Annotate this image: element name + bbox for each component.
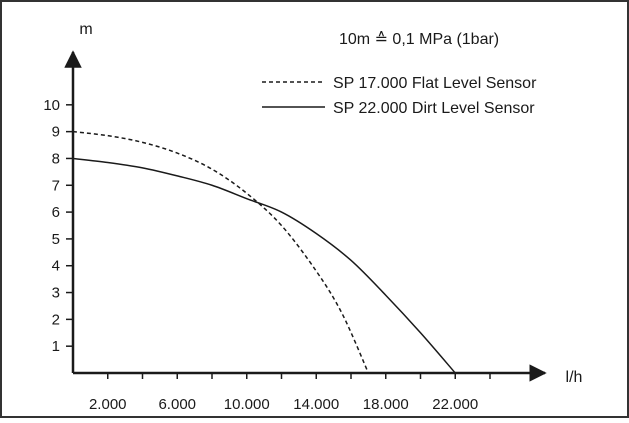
y-tick-label: 5	[52, 231, 60, 248]
series-line-2	[72, 157, 456, 374]
y-tick-label: 3	[52, 285, 60, 302]
y-axis-unit: m	[79, 21, 92, 38]
y-tick-label: 2	[52, 311, 60, 328]
x-tick-label: 2.000	[89, 396, 127, 413]
pressure-note: 10m ≙ 0,1 MPa (1bar)	[339, 31, 499, 48]
y-tick-label: 1	[52, 338, 60, 355]
legend-label-sp17000: SP 17.000 Flat Level Sensor	[333, 75, 537, 92]
x-tick-label: 18.000	[363, 396, 409, 413]
x-tick-label: 10.000	[224, 396, 270, 413]
y-tick-label: 7	[52, 177, 60, 194]
x-tick-label: 14.000	[293, 396, 339, 413]
y-tick-label: 10	[43, 97, 60, 114]
x-tick-label: 6.000	[158, 396, 196, 413]
x-axis-unit: l/h	[566, 369, 583, 386]
legend: SP 17.000 Flat Level Sensor SP 22.000 Di…	[262, 75, 537, 117]
y-tick-label: 4	[52, 258, 60, 275]
x-tick-label: 22.000	[432, 396, 478, 413]
y-tick-label: 8	[52, 150, 60, 167]
legend-label-sp22000: SP 22.000 Dirt Level Sensor	[333, 100, 535, 117]
series-layer	[72, 130, 456, 374]
y-tick-label: 6	[52, 204, 60, 221]
series-line-1	[72, 130, 370, 374]
axes: 1 2 3 4 5 6 7 8 9 10 2.000 6.000 10.000 14.000 18.000 2…	[43, 50, 547, 413]
y-tick-label: 9	[52, 124, 60, 141]
